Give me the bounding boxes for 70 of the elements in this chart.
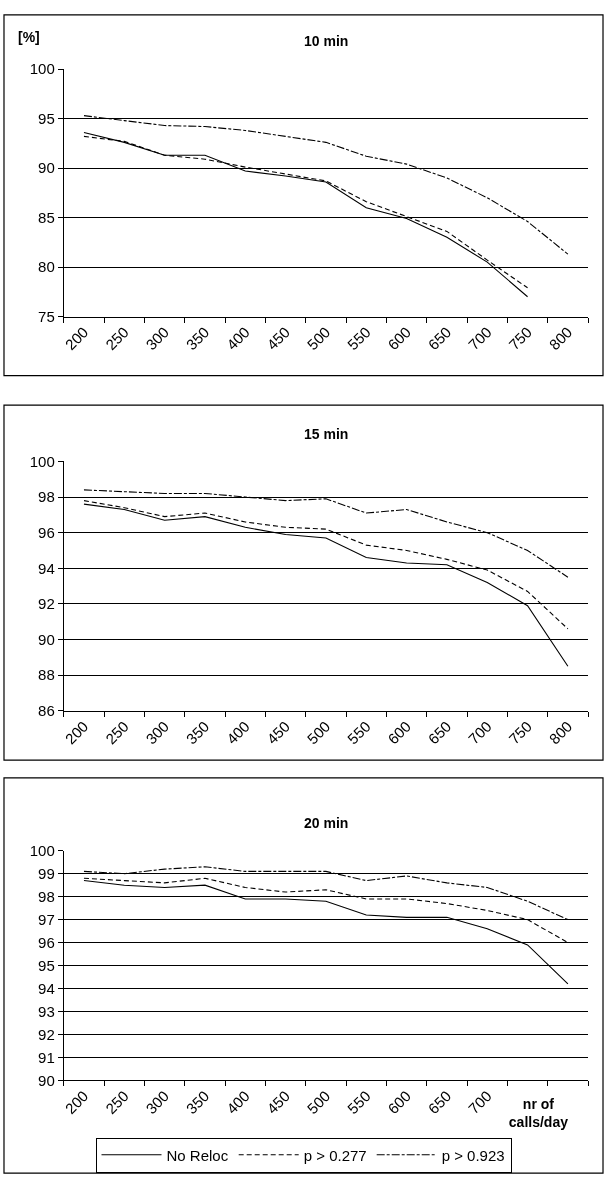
y-tick-label: 92: [38, 1025, 55, 1043]
y-tick-label: 86: [38, 702, 55, 720]
x-tick-label: 400: [222, 323, 253, 354]
x-tick-label: 300: [142, 323, 173, 354]
y-tick-label: 96: [38, 933, 55, 951]
y-tick-label: 92: [38, 595, 55, 613]
chart-title: 10 min: [304, 33, 349, 49]
y-tick-label: 90: [38, 1071, 55, 1089]
x-tick-label: 200: [61, 1087, 92, 1117]
x-tick-label: 800: [545, 323, 576, 354]
x-tick-label: 350: [182, 323, 213, 354]
x-tick-label: 400: [222, 717, 253, 748]
x-tick-label: 400: [222, 1087, 253, 1117]
x-tick-label: 250: [101, 1087, 132, 1117]
y-tick-label: 96: [38, 523, 55, 541]
y-tick-label: 90: [38, 630, 55, 648]
y-tick-label: 100: [29, 452, 55, 470]
y-tick-label: 97: [38, 910, 55, 928]
y-tick-label: 100: [29, 60, 55, 78]
legend-label: No Reloc: [166, 1146, 229, 1164]
y-tick-label: 85: [38, 208, 55, 226]
x-tick-label: 750: [505, 323, 535, 354]
y-tick-label: 98: [38, 488, 55, 506]
x-tick-label: 450: [263, 717, 294, 748]
x-tick-label: 700: [464, 323, 495, 354]
x-tick-label: 200: [61, 323, 92, 354]
x-tick-label: 800: [545, 717, 576, 748]
y-tick-label: 95: [38, 956, 55, 974]
x-tick-label: 550: [343, 717, 374, 748]
y-tick-label: 95: [38, 109, 55, 127]
x-tick-label: 650: [424, 717, 455, 748]
x-tick-label: 450: [263, 1087, 294, 1117]
x-tick-label: 650: [424, 323, 455, 354]
x-tick-label: 600: [384, 323, 415, 354]
x-tick-label: 550: [343, 323, 374, 354]
x-tick-label: 700: [464, 1087, 495, 1117]
chart-title: 15 min: [304, 426, 349, 442]
y-tick-label: 99: [38, 864, 55, 882]
x-tick-label: 200: [61, 717, 92, 748]
x-tick-label: 500: [303, 323, 334, 354]
x-tick-label: 650: [424, 1087, 455, 1117]
x-tick-label: 600: [384, 717, 415, 748]
y-tick-label: 100: [29, 841, 55, 859]
y-tick-label: 94: [38, 979, 55, 997]
y-tick-label: 93: [38, 1002, 55, 1020]
y-tick-label: 91: [38, 1048, 55, 1066]
x-tick-label: 750: [505, 717, 535, 748]
x-tick-label: 350: [182, 1087, 213, 1117]
x-tick-label: 250: [101, 323, 132, 354]
x-tick-label: 300: [142, 1087, 173, 1117]
legend-label: p > 0.277: [303, 1146, 367, 1164]
y-tick-label: 75: [38, 307, 55, 325]
y-tick-label: 80: [38, 258, 55, 276]
y-axis-title: [%]: [18, 29, 40, 45]
chart-title: 20 min: [304, 815, 349, 831]
y-tick-label: 94: [38, 559, 55, 577]
x-tick-label: 550: [343, 1087, 374, 1117]
x-tick-label: 700: [464, 717, 495, 748]
x-tick-label: 500: [303, 717, 334, 748]
y-tick-label: 88: [38, 666, 55, 684]
x-tick-label: 250: [101, 717, 132, 748]
x-tick-label: 300: [142, 717, 173, 748]
x-tick-label: 450: [263, 323, 294, 354]
y-tick-label: 90: [38, 159, 55, 177]
x-tick-label: 600: [384, 1087, 415, 1117]
x-tick-label: 350: [182, 717, 213, 748]
legend-label: p > 0.923: [441, 1146, 505, 1164]
y-tick-label: 98: [38, 887, 55, 905]
x-axis-title: nr of calls/day: [508, 1096, 569, 1131]
x-tick-label: 500: [303, 1087, 334, 1117]
